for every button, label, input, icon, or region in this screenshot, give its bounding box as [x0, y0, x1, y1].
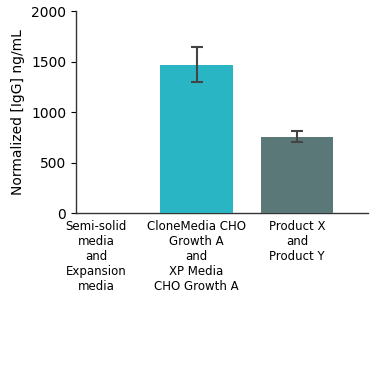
Bar: [160, 65, 233, 213]
Y-axis label: Normalized [IgG] ng/mL: Normalized [IgG] ng/mL: [11, 29, 25, 195]
Bar: [261, 137, 334, 213]
